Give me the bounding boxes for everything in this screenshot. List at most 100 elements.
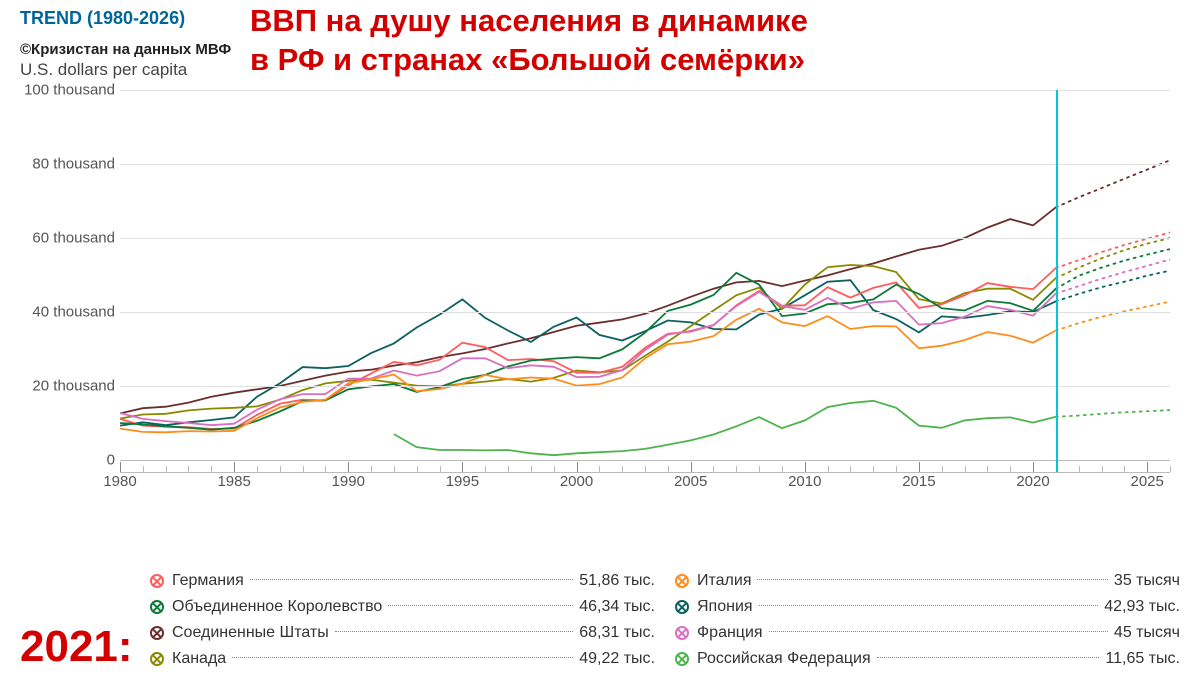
x-minor-tick <box>531 466 532 472</box>
legend-leader-dots <box>232 657 573 658</box>
legend-leader-dots <box>877 657 1100 658</box>
legend-value: 11,65 тыс. <box>1105 650 1180 668</box>
x-minor-tick <box>143 466 144 472</box>
plot-area <box>120 90 1170 460</box>
x-tick-label: 2025 <box>1130 473 1163 490</box>
x-major-tick <box>691 462 692 472</box>
x-tick-baseline <box>120 472 1170 473</box>
series-forecast-usa <box>1056 160 1170 207</box>
legend-marker-icon <box>150 626 164 640</box>
legend-marker-icon <box>675 626 689 640</box>
x-minor-tick <box>1010 466 1011 472</box>
x-minor-tick <box>257 466 258 472</box>
legend-marker-icon <box>675 652 689 666</box>
x-minor-tick <box>965 466 966 472</box>
x-tick-label: 2005 <box>674 473 707 490</box>
x-minor-tick <box>736 466 737 472</box>
x-tick-label: 2000 <box>560 473 593 490</box>
x-major-tick <box>805 462 806 472</box>
x-major-tick <box>120 462 121 472</box>
x-tick-label: 1980 <box>103 473 136 490</box>
x-minor-tick <box>211 466 212 472</box>
legend-col-left: Германия51,86 тыс.Объединенное Королевст… <box>150 568 655 672</box>
legend-leader-dots <box>335 631 574 632</box>
series-russia <box>394 401 1056 455</box>
legend-row-uk: Объединенное Королевство46,34 тыс. <box>150 594 655 620</box>
grid-line <box>120 312 1170 313</box>
x-minor-tick <box>645 466 646 472</box>
x-minor-tick <box>166 466 167 472</box>
legend-block: 2021: Германия51,86 тыс.Объединенное Кор… <box>20 568 1180 672</box>
x-major-tick <box>462 462 463 472</box>
legend-country-name: Франция <box>697 624 763 642</box>
legend-year: 2021: <box>20 622 133 672</box>
title-line-1: ВВП на душу населения в динамике <box>250 3 808 38</box>
y-tick-label: 0 <box>107 452 115 469</box>
x-minor-tick <box>508 466 509 472</box>
grid-line <box>120 238 1170 239</box>
legend-marker-icon <box>675 600 689 614</box>
current-year-line <box>1056 90 1058 472</box>
x-minor-tick <box>942 466 943 472</box>
x-minor-tick <box>713 466 714 472</box>
y-tick-label: 40 thousand <box>32 304 115 321</box>
legend-leader-dots <box>757 579 1107 580</box>
x-major-tick <box>577 462 578 472</box>
x-minor-tick <box>759 466 760 472</box>
x-minor-tick <box>782 466 783 472</box>
x-minor-tick <box>850 466 851 472</box>
legend-row-russia: Российская Федерация 11,65 тыс. <box>675 646 1180 672</box>
legend-marker-icon <box>150 600 164 614</box>
x-minor-tick <box>188 466 189 472</box>
x-minor-tick <box>394 466 395 472</box>
legend-row-italy: Италия 35 тысяч <box>675 568 1180 594</box>
legend-value: 51,86 тыс. <box>579 572 655 590</box>
x-tick-label: 1990 <box>332 473 365 490</box>
y-tick-label: 80 thousand <box>32 156 115 173</box>
x-minor-tick <box>371 466 372 472</box>
legend-marker-icon <box>150 574 164 588</box>
legend-leader-dots <box>388 605 573 606</box>
legend-country-name: Объединенное Королевство <box>172 598 382 616</box>
x-minor-tick <box>873 466 874 472</box>
x-major-tick <box>919 462 920 472</box>
grid-line <box>120 460 1170 461</box>
series-japan <box>120 280 1056 425</box>
x-minor-tick <box>1170 466 1171 472</box>
legend-row-germany: Германия51,86 тыс. <box>150 568 655 594</box>
x-tick-label: 2015 <box>902 473 935 490</box>
legend-leader-dots <box>759 605 1099 606</box>
legend-value: 42,93 тыс. <box>1104 598 1180 616</box>
legend-country-name: Италия <box>697 572 751 590</box>
legend-value: 35 тысяч <box>1114 572 1180 590</box>
x-major-tick <box>234 462 235 472</box>
x-minor-tick <box>1102 466 1103 472</box>
x-minor-tick <box>987 466 988 472</box>
x-minor-tick <box>554 466 555 472</box>
x-major-tick <box>348 462 349 472</box>
legend-columns: Германия51,86 тыс.Объединенное Королевст… <box>150 568 1180 672</box>
legend-country-name: Российская Федерация <box>697 650 871 668</box>
x-minor-tick <box>325 466 326 472</box>
x-minor-tick <box>440 466 441 472</box>
legend-row-usa: Соединенные Штаты 68,31 тыс. <box>150 620 655 646</box>
x-minor-tick <box>1124 466 1125 472</box>
x-tick-label: 1995 <box>446 473 479 490</box>
x-minor-tick <box>828 466 829 472</box>
x-tick-label: 2020 <box>1016 473 1049 490</box>
grid-line <box>120 90 1170 91</box>
legend-value: 49,22 тыс. <box>579 650 655 668</box>
legend-marker-icon <box>675 574 689 588</box>
x-tick-label: 1985 <box>217 473 250 490</box>
legend-marker-icon <box>150 652 164 666</box>
x-minor-tick <box>280 466 281 472</box>
x-minor-tick <box>485 466 486 472</box>
legend-value: 68,31 тыс. <box>579 624 655 642</box>
title-line-2: в РФ и странах «Большой семёрки» <box>250 42 805 77</box>
legend-value: 45 тысяч <box>1114 624 1180 642</box>
legend-row-canada: Канада49,22 тыс. <box>150 646 655 672</box>
x-major-tick <box>1033 462 1034 472</box>
x-minor-tick <box>417 466 418 472</box>
legend-country-name: Соединенные Штаты <box>172 624 329 642</box>
x-minor-tick <box>896 466 897 472</box>
